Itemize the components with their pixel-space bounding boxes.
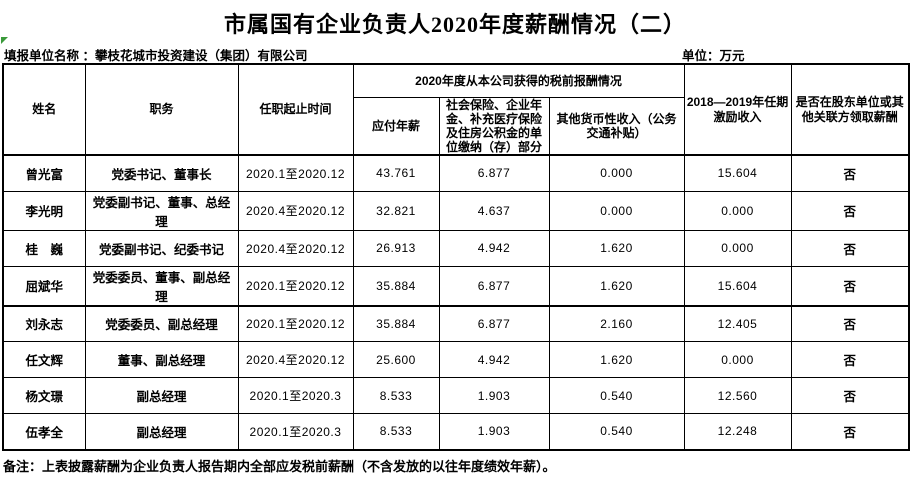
cell-tenure-incentive: 12.248: [683, 413, 792, 451]
cell-tenure-incentive: 12.405: [683, 305, 792, 343]
cell-name: 杨文璟: [2, 377, 86, 415]
table-row: 屈斌华 党委委员、董事、副总经理 2020.1至2020.12 35.884 6…: [2, 265, 910, 307]
salary-table: 姓名 职务 任职起止时间 2020年度从本公司获得的税前报酬情况 2018—20…: [2, 63, 910, 451]
cell-annual-salary: 35.884: [352, 305, 440, 343]
cell-position: 党委副书记、纪委书记: [84, 229, 239, 267]
table-row: 李光明 党委副书记、董事、总经理 2020.4至2020.12 32.821 4…: [2, 190, 910, 231]
cell-name: 伍孝全: [2, 413, 86, 451]
cell-related-party: 否: [790, 377, 910, 415]
cell-other-income: 1.620: [548, 229, 685, 267]
col-header-pretax-group: 2020年度从本公司获得的税前报酬情况: [352, 63, 685, 98]
table-row: 任文辉 董事、副总经理 2020.4至2020.12 25.600 4.942 …: [2, 341, 910, 379]
cell-name: 屈斌华: [2, 265, 86, 307]
cell-other-income: 1.620: [548, 265, 685, 307]
cell-annual-salary: 25.600: [352, 341, 440, 379]
reporting-unit-value: 攀枝花城市投资建设（集团）有限公司: [94, 49, 308, 63]
cell-other-income: 2.160: [548, 305, 685, 343]
cell-name: 曾光富: [2, 154, 86, 192]
cell-other-income: 0.540: [548, 377, 685, 415]
table-row: 曾光富 党委书记、董事长 2020.1至2020.12 43.761 6.877…: [2, 154, 910, 192]
cell-tenure-incentive: 0.000: [683, 190, 792, 231]
cell-social-insurance: 1.903: [438, 377, 550, 415]
cell-annual-salary: 26.913: [352, 229, 440, 267]
cell-tenure-incentive: 0.000: [683, 229, 792, 267]
cell-social-insurance: 4.942: [438, 229, 550, 267]
unit-label: 单位：万元: [682, 49, 745, 63]
cell-term: 2020.1至2020.3: [237, 377, 354, 415]
cell-position: 党委书记、董事长: [84, 154, 239, 192]
cell-term: 2020.4至2020.12: [237, 229, 354, 267]
reporting-unit-line: 填报单位名称 ：攀枝花城市投资建设（集团）有限公司: [4, 45, 308, 64]
col-header-name: 姓名: [2, 63, 86, 157]
cell-other-income: 0.000: [548, 154, 685, 192]
cell-related-party: 否: [790, 341, 910, 379]
cell-annual-salary: 8.533: [352, 377, 440, 415]
cell-term: 2020.1至2020.12: [237, 305, 354, 343]
header-row-2: 应付年薪 社会保险、企业年金、补充医疗保险及住房公积金的单位缴纳（存）部分 其他…: [3, 96, 909, 157]
table-row: 杨文璟 副总经理 2020.1至2020.3 8.533 1.903 0.540…: [2, 377, 910, 415]
cell-position: 党委委员、副总经理: [84, 305, 239, 343]
cell-annual-salary: 8.533: [352, 413, 440, 451]
cell-term: 2020.1至2020.12: [237, 154, 354, 192]
table-row: 伍孝全 副总经理 2020.1至2020.3 8.533 1.903 0.540…: [2, 413, 910, 451]
cell-position: 党委委员、董事、副总经理: [84, 265, 239, 307]
header-row-1: 姓名 职务 任职起止时间 2020年度从本公司获得的税前报酬情况 2018—20…: [2, 63, 910, 157]
cell-name: 任文辉: [2, 341, 86, 379]
cell-social-insurance: 1.903: [438, 413, 550, 451]
page-title: 市属国有企业负责人2020年度薪酬情况（二）: [223, 12, 686, 37]
cell-related-party: 否: [790, 229, 910, 267]
cell-social-insurance: 4.942: [438, 341, 550, 379]
cell-related-party: 否: [790, 305, 910, 343]
meta-row: 填报单位名称 ：攀枝花城市投资建设（集团）有限公司 单位：万元: [0, 39, 910, 63]
cell-tenure-incentive: 0.000: [683, 341, 792, 379]
cell-position: 副总经理: [84, 413, 239, 451]
col-header-social-insurance: 社会保险、企业年金、补充医疗保险及住房公积金的单位缴纳（存）部分: [438, 96, 550, 157]
col-header-tenure-incentive: 2018—2019年任期激励收入: [683, 63, 792, 157]
cell-tenure-incentive: 12.560: [683, 377, 792, 415]
cell-tenure-incentive: 15.604: [683, 154, 792, 192]
cell-name: 刘永志: [2, 305, 86, 343]
cell-name: 李光明: [2, 190, 86, 231]
cell-social-insurance: 4.637: [438, 190, 550, 231]
col-header-term: 任职起止时间: [237, 63, 354, 157]
cell-related-party: 否: [790, 154, 910, 192]
col-header-position: 职务: [84, 63, 239, 157]
cell-term: 2020.1至2020.3: [237, 413, 354, 451]
cell-tenure-incentive: 15.604: [683, 265, 792, 307]
cell-term: 2020.1至2020.12: [237, 265, 354, 307]
cell-social-insurance: 6.877: [438, 305, 550, 343]
cell-position: 副总经理: [84, 377, 239, 415]
cell-annual-salary: 32.821: [352, 190, 440, 231]
cell-other-income: 1.620: [548, 341, 685, 379]
reporting-unit-label: 填报单位名称 ：: [4, 49, 95, 63]
cell-other-income: 0.000: [548, 190, 685, 231]
cell-other-income: 0.540: [548, 413, 685, 451]
table-row: 刘永志 党委委员、副总经理 2020.1至2020.12 35.884 6.87…: [2, 305, 910, 343]
cell-annual-salary: 35.884: [352, 265, 440, 307]
green-corner-mark: [1, 37, 8, 44]
cell-term: 2020.4至2020.12: [237, 190, 354, 231]
cell-related-party: 否: [790, 190, 910, 231]
col-header-other-income: 其他货币性收入（公务交通补贴）: [548, 96, 685, 157]
table-row: 桂 巍 党委副书记、纪委书记 2020.4至2020.12 26.913 4.9…: [2, 229, 910, 267]
cell-term: 2020.4至2020.12: [237, 341, 354, 379]
cell-social-insurance: 6.877: [438, 154, 550, 192]
col-header-related-party: 是否在股东单位或其他关联方领取薪酬: [790, 63, 910, 157]
cell-related-party: 否: [790, 265, 910, 307]
cell-name: 桂 巍: [2, 229, 86, 267]
cell-annual-salary: 43.761: [352, 154, 440, 192]
col-header-annual-salary: 应付年薪: [352, 96, 440, 157]
footnote: 备注：上表披露薪酬为企业负责人报告期内全部应发税前薪酬（不含发放的以往年度绩效年…: [3, 458, 556, 474]
cell-position: 党委副书记、董事、总经理: [84, 190, 239, 231]
cell-related-party: 否: [790, 413, 910, 451]
cell-position: 董事、副总经理: [84, 341, 239, 379]
cell-social-insurance: 6.877: [438, 265, 550, 307]
